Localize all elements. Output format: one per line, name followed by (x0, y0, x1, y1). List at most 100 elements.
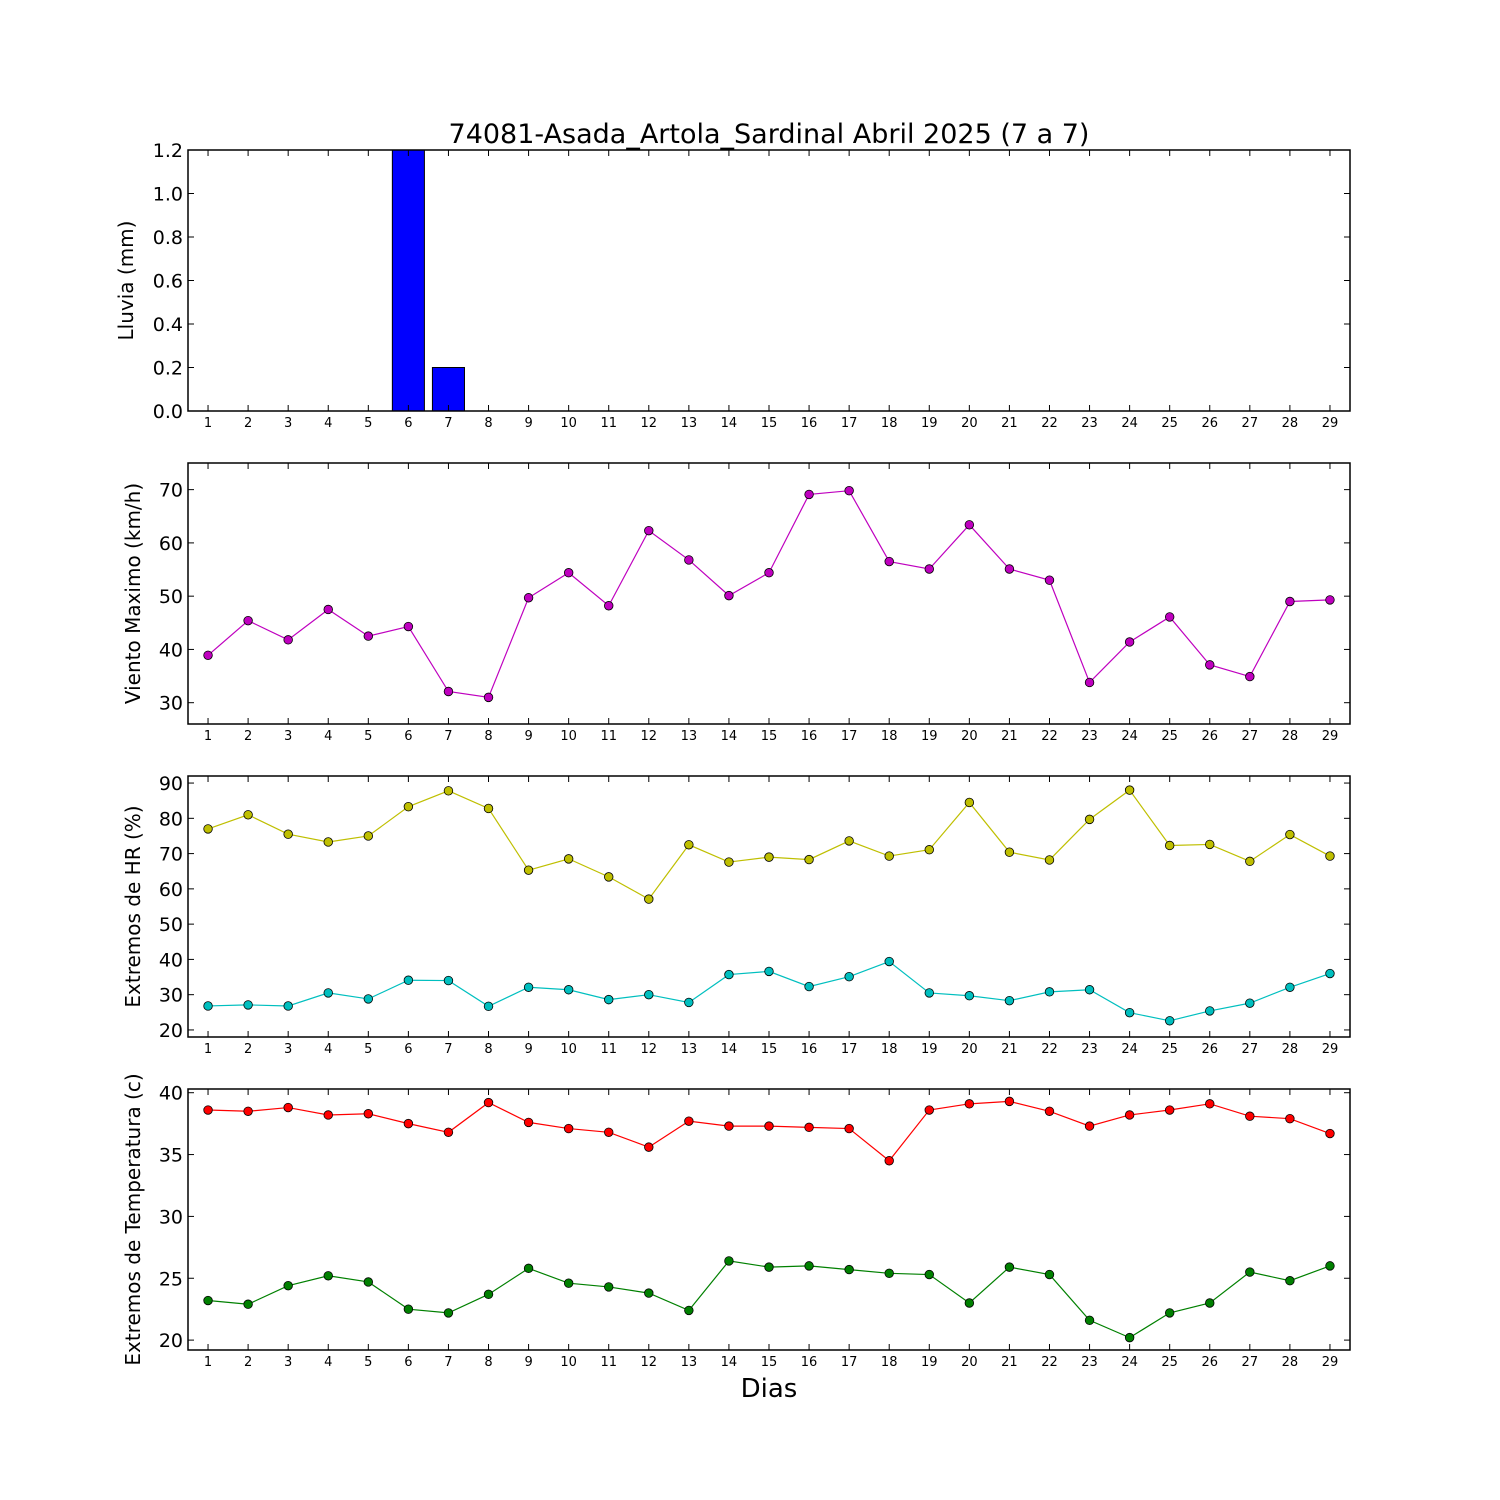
y-axis-label: Extremos de HR (%) (121, 805, 145, 1007)
x-tick-label: 23 (1081, 1355, 1098, 1370)
y-tick-label: 0.0 (153, 401, 183, 423)
x-tick-label: 27 (1242, 1355, 1259, 1370)
x-tick-label: 4 (324, 416, 332, 431)
point-series-1-day-4 (323, 1110, 333, 1120)
point-series-1-day-6 (403, 621, 414, 632)
point-series-2-day-5 (363, 1277, 374, 1287)
x-tick-label: 1 (204, 416, 212, 431)
point-series-2-day-23 (1084, 985, 1095, 995)
y-axis-label: Viento Maximo (km/h) (121, 483, 145, 704)
point-series-1-day-9 (523, 593, 534, 603)
x-tick-label: 12 (641, 1042, 658, 1057)
point-series-1-day-17 (844, 1123, 854, 1134)
point-series-1-day-15 (764, 568, 774, 578)
x-tick-label: 2 (244, 729, 252, 744)
point-series-2-day-4 (323, 1271, 333, 1281)
x-tick-label: 26 (1201, 416, 1218, 431)
x-tick-label: 27 (1242, 416, 1259, 431)
x-tick-label: 2 (244, 1355, 252, 1370)
point-series-1-day-6 (403, 801, 414, 812)
point-series-1-day-19 (924, 845, 934, 855)
point-series-2-day-26 (1205, 1006, 1215, 1016)
y-tick-label: 30 (159, 985, 183, 1007)
point-series-1-day-22 (1044, 855, 1055, 865)
y-tick-label: 25 (159, 1268, 183, 1290)
point-series-1-day-10 (563, 854, 574, 864)
point-series-2-day-28 (1285, 982, 1295, 992)
x-tick-label: 3 (284, 416, 292, 431)
x-tick-label: 22 (1041, 729, 1058, 744)
x-tick-label: 24 (1121, 1355, 1138, 1370)
point-series-1-day-20 (964, 1099, 975, 1109)
x-tick-label: 13 (681, 1355, 698, 1370)
point-series-1-day-24 (1124, 637, 1135, 647)
x-tick-label: 21 (1001, 416, 1018, 431)
point-series-1-day-18 (884, 851, 894, 861)
x-tick-label: 9 (524, 1042, 532, 1057)
x-tick-label: 19 (921, 729, 938, 744)
x-tick-label: 17 (841, 729, 858, 744)
x-tick-label: 24 (1121, 1042, 1138, 1057)
y-tick-label: 20 (159, 1330, 183, 1352)
point-series-2-day-20 (964, 991, 975, 1001)
point-series-1-day-2 (243, 615, 253, 626)
x-tick-label: 12 (641, 729, 658, 744)
x-tick-label: 17 (841, 1355, 858, 1370)
point-series-1-day-21 (1004, 564, 1015, 574)
x-tick-label: 17 (841, 416, 858, 431)
y-tick-label: 60 (159, 879, 183, 901)
x-tick-label: 15 (761, 1042, 778, 1057)
point-series-1-day-1 (203, 824, 213, 834)
point-series-2-day-29 (1325, 968, 1335, 979)
x-tick-label: 8 (484, 1355, 492, 1370)
x-tick-label: 7 (444, 729, 452, 744)
x-tick-label: 13 (681, 729, 698, 744)
x-tick-label: 1 (204, 1042, 212, 1057)
point-series-1-day-16 (804, 1122, 814, 1133)
point-series-2-day-20 (964, 1298, 975, 1308)
x-tick-label: 5 (364, 729, 372, 744)
x-tick-label: 17 (841, 1042, 858, 1057)
point-series-1-day-23 (1084, 1121, 1095, 1131)
point-series-1-day-4 (323, 604, 333, 615)
point-series-2-day-6 (403, 975, 414, 985)
x-tick-label: 10 (560, 416, 577, 431)
x-tick-label: 11 (600, 1042, 617, 1057)
x-tick-label: 29 (1322, 1042, 1339, 1057)
x-tick-label: 3 (284, 1355, 292, 1370)
point-series-2-day-18 (884, 956, 894, 967)
y-tick-label: 1.0 (153, 184, 183, 206)
x-tick-label: 16 (801, 1355, 818, 1370)
point-series-2-day-25 (1164, 1016, 1175, 1026)
x-tick-label: 3 (284, 1042, 292, 1057)
y-tick-label: 0.8 (153, 227, 183, 249)
y-tick-label: 0.6 (153, 271, 183, 293)
x-tick-label: 6 (404, 1042, 412, 1057)
chart-title: 74081-Asada_Artola_Sardinal Abril 2025 (… (449, 119, 1090, 150)
y-axis-label: Lluvia (mm) (114, 221, 138, 341)
point-series-2-day-12 (644, 989, 654, 1000)
point-series-2-day-15 (764, 966, 774, 977)
point-series-1-day-19 (924, 1105, 934, 1115)
point-series-1-day-12 (644, 1142, 654, 1152)
y-tick-label: 80 (159, 808, 183, 830)
point-series-1-day-16 (804, 489, 814, 500)
x-tick-label: 25 (1161, 729, 1178, 744)
point-series-2-day-19 (924, 1269, 934, 1280)
x-tick-label: 21 (1001, 729, 1018, 744)
point-series-1-day-7 (443, 1127, 454, 1137)
point-series-1-day-9 (523, 1117, 534, 1128)
point-series-1-day-18 (884, 1156, 894, 1166)
x-tick-label: 6 (404, 1355, 412, 1370)
point-series-1-day-8 (483, 1097, 494, 1108)
point-series-1-day-24 (1124, 1110, 1135, 1120)
x-tick-label: 24 (1121, 416, 1138, 431)
y-tick-label: 35 (159, 1145, 183, 1167)
point-series-1-day-5 (363, 631, 374, 641)
x-tick-label: 15 (761, 416, 778, 431)
point-series-1-day-27 (1245, 856, 1255, 867)
x-tick-label: 22 (1041, 1355, 1058, 1370)
point-series-2-day-17 (844, 1264, 854, 1275)
